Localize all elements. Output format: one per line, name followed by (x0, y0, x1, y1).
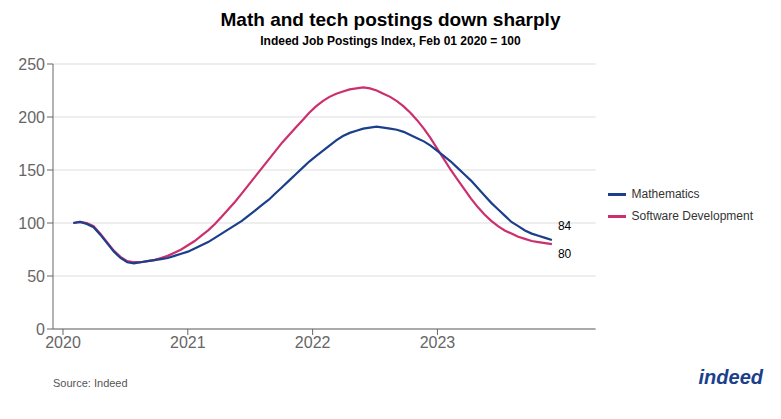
svg-text:2022: 2022 (295, 334, 331, 351)
html-text:Source: Indeed: Source: Indeed (53, 377, 128, 389)
svg-text:2023: 2023 (420, 334, 456, 351)
html-text:Math and tech postings down sh: Math and tech postings down sharply (220, 9, 561, 30)
svg-text:0: 0 (36, 321, 45, 338)
html-text:Indeed Job Postings Index, Feb: Indeed Job Postings Index, Feb 01 2020 =… (260, 34, 521, 48)
svg-text:80: 80 (558, 247, 572, 261)
html-text:indeed: indeed (698, 366, 763, 388)
svg-text:150: 150 (18, 162, 45, 179)
svg-text:2020: 2020 (45, 334, 81, 351)
svg-text:84: 84 (558, 219, 572, 233)
svg-text:100: 100 (18, 215, 45, 232)
svg-text:2021: 2021 (170, 334, 206, 351)
svg-text:50: 50 (27, 268, 45, 285)
html-text:Mathematics: Mathematics (631, 187, 700, 201)
svg-text:250: 250 (18, 56, 45, 73)
svg-text:200: 200 (18, 109, 45, 126)
html-text:Software Development: Software Development (631, 209, 753, 223)
